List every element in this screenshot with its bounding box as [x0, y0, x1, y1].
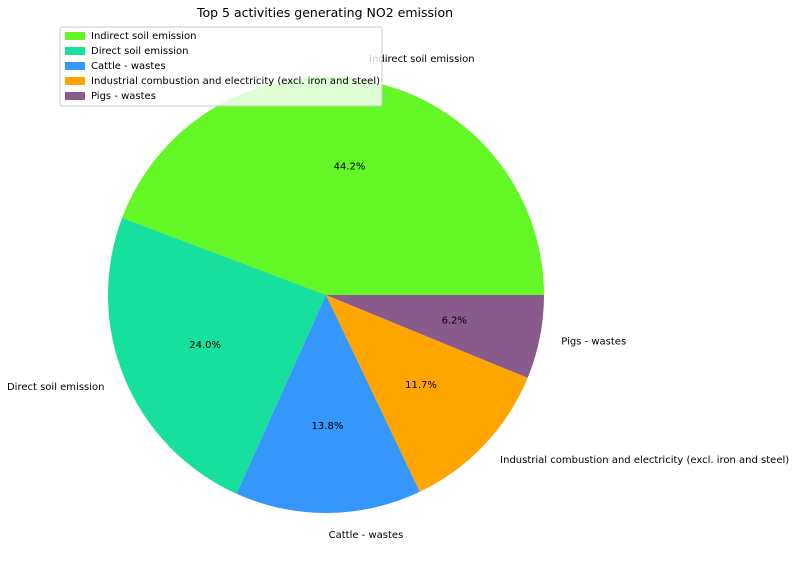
slice-pigs-wastes	[326, 295, 544, 378]
legend-swatch-pigs-wastes	[65, 92, 85, 100]
slice-label-cattle-wastes: Cattle - wastes	[329, 530, 404, 541]
legend-label-industrial-combustion-and-electricity-excl-iron-and-steel: Industrial combustion and electricity (e…	[91, 76, 380, 87]
legend: Indirect soil emission Direct soil emissi…	[59, 26, 383, 107]
slice-cattle-wastes	[236, 295, 420, 513]
slice-label-pigs-wastes: Pigs - wastes	[561, 336, 626, 347]
slice-direct-soil-emission	[107, 217, 326, 494]
percentage-labels: 44.2% 24.0% 13.8% 11.7% 6.2%	[189, 161, 467, 431]
legend-label-pigs-wastes: Pigs - wastes	[91, 91, 156, 102]
slice-label-industrial-combustion-and-electricity-excl-iron-and-steel: Industrial combustion and electricity (e…	[500, 455, 789, 466]
slice-label-direct-soil-emission: Direct soil emission	[7, 382, 105, 393]
legend-label-indirect-soil-emission: Indirect soil emission	[91, 31, 196, 42]
pie-slices	[107, 77, 545, 513]
pct-label-pigs-wastes: 6.2%	[442, 315, 467, 326]
slice-industrial-combustion-and-electricity-excl-iron-and-steel	[326, 295, 528, 492]
legend-label-cattle-wastes: Cattle - wastes	[91, 61, 166, 72]
pct-label-indirect-soil-emission: 44.2%	[334, 161, 366, 172]
legend-swatch-indirect-soil-emission	[65, 32, 85, 40]
legend-frame	[59, 26, 383, 107]
pct-label-cattle-wastes: 13.8%	[312, 421, 344, 432]
pct-label-direct-soil-emission: 24.0%	[189, 340, 221, 351]
slice-indirect-soil-emission	[122, 77, 545, 295]
legend-swatch-industrial-combustion-and-electricity-excl-iron-and-steel	[65, 77, 85, 85]
slice-labels: Indirect soil emission Direct soil emissi…	[7, 54, 789, 541]
pct-label-industrial-combustion-and-electricity-excl-iron-and-steel: 11.7%	[405, 380, 437, 391]
chart-title: Top 5 activities generating NO2 emission	[196, 5, 453, 20]
legend-swatch-direct-soil-emission	[65, 47, 85, 55]
slice-label-indirect-soil-emission: Indirect soil emission	[369, 54, 474, 65]
legend-label-direct-soil-emission: Direct soil emission	[91, 46, 189, 57]
legend-swatch-cattle-wastes	[65, 62, 85, 70]
